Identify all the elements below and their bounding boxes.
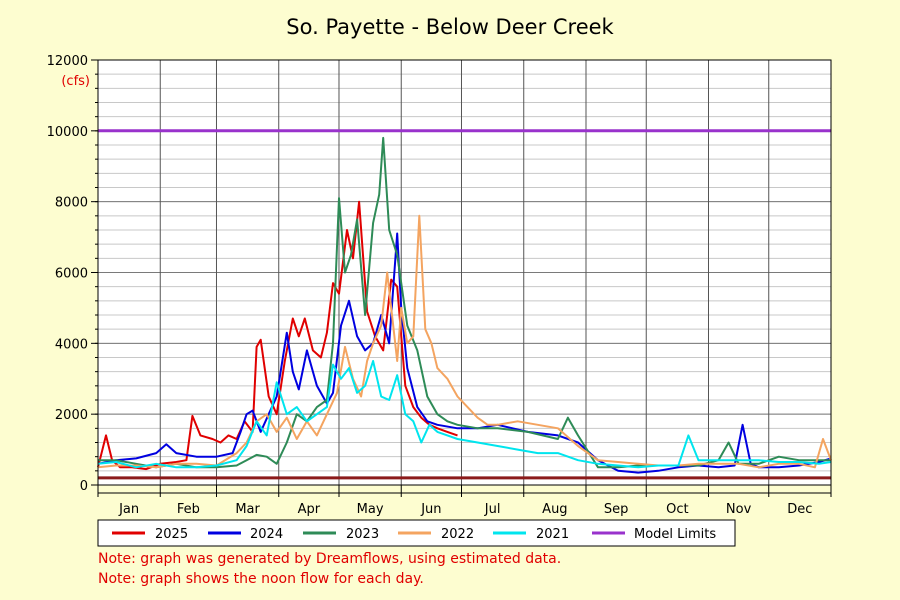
- legend-label: Model Limits: [634, 527, 716, 542]
- notes: Note: graph was generated by Dreamflows,…: [98, 551, 561, 587]
- x-tick-label: Aug: [542, 502, 567, 517]
- x-tick-label: Feb: [177, 502, 200, 517]
- legend-label: 2025: [155, 527, 188, 542]
- y-axis-unit-label: (cfs): [61, 74, 90, 89]
- x-tick-label: Nov: [726, 502, 752, 517]
- series-line-2021: [97, 360, 832, 469]
- axes: 0 2000 4000 6000 8000 10000 12000 Jan Feb Mar Apr M…: [47, 54, 832, 517]
- y-tick-label: 4000: [55, 337, 88, 352]
- legend: 2025 2024 2023 2022 2021 Model Limits: [97, 519, 736, 547]
- x-tick-label: Apr: [298, 502, 321, 517]
- note-text: Note: graph shows the noon flow for each…: [98, 571, 424, 587]
- x-tick-label: Sep: [604, 502, 629, 517]
- legend-label: 2021: [536, 527, 569, 542]
- x-tick-label: Oct: [666, 502, 688, 517]
- x-tick-label: Jul: [484, 502, 501, 517]
- y-tick-label: 12000: [47, 54, 88, 69]
- legend-label: 2022: [441, 527, 474, 542]
- y-tick-label: 2000: [55, 408, 88, 423]
- x-tick-label: Jun: [420, 502, 441, 517]
- x-tick-label: Mar: [235, 502, 260, 517]
- legend-label: 2024: [250, 527, 283, 542]
- x-tick-label: May: [357, 502, 384, 517]
- y-tick-label: 10000: [47, 125, 88, 140]
- x-tick-label: Dec: [787, 502, 812, 517]
- x-tick-label: Jan: [118, 502, 139, 517]
- y-tick-label: 8000: [55, 196, 88, 211]
- legend-label: 2023: [346, 527, 379, 542]
- chart-title: So. Payette - Below Deer Creek: [286, 15, 614, 39]
- series-line-2025: [97, 200, 458, 471]
- series-layer: [97, 129, 832, 480]
- y-tick-label: 0: [80, 479, 88, 494]
- y-tick-label: 6000: [55, 267, 88, 282]
- note-text: Note: graph was generated by Dreamflows,…: [98, 551, 561, 567]
